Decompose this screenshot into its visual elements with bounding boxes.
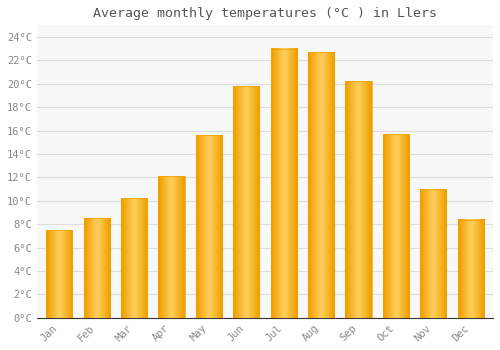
Bar <box>121 198 147 318</box>
Bar <box>382 134 409 318</box>
Bar <box>158 176 184 318</box>
Bar <box>308 52 334 318</box>
Bar <box>233 86 260 318</box>
Title: Average monthly temperatures (°C ) in Llers: Average monthly temperatures (°C ) in Ll… <box>93 7 437 20</box>
Bar <box>196 135 222 318</box>
Bar <box>270 49 296 318</box>
Bar <box>346 82 372 318</box>
Bar <box>46 230 72 318</box>
Bar <box>420 189 446 318</box>
Bar <box>84 218 110 318</box>
Bar <box>458 219 483 318</box>
